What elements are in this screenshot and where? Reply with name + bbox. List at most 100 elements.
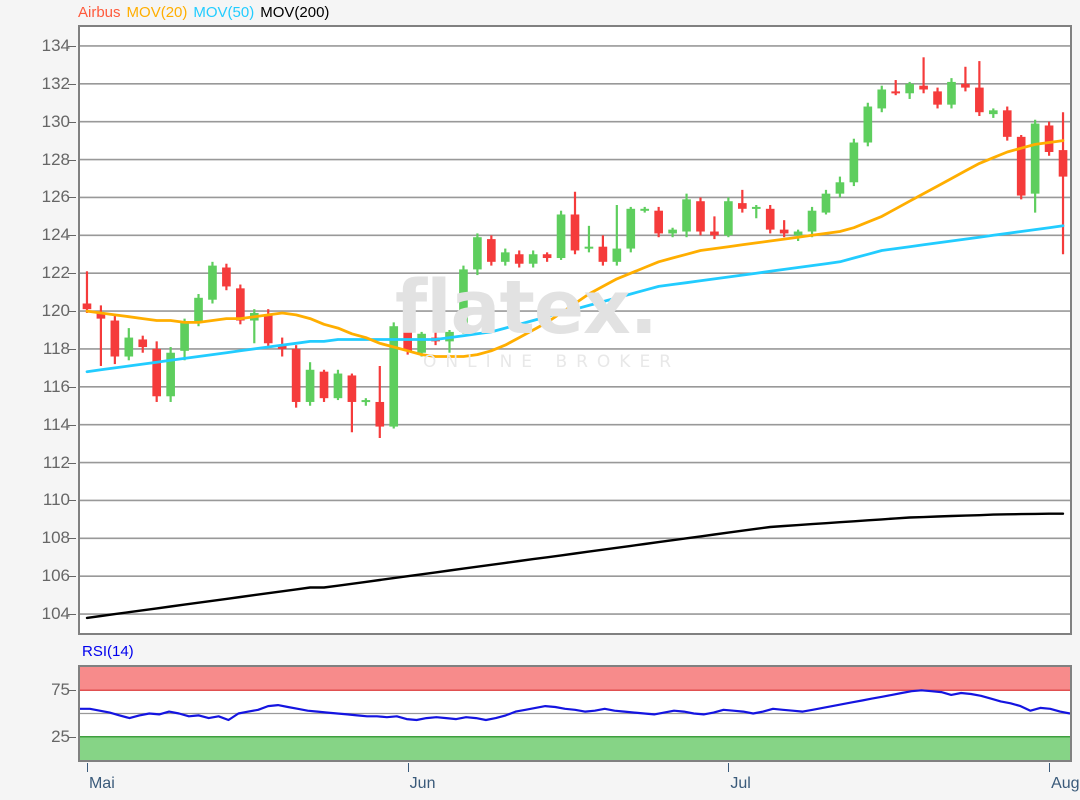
candlestick[interactable]	[1002, 106, 1012, 141]
candlestick[interactable]	[863, 102, 873, 147]
candlestick[interactable]	[96, 305, 106, 366]
candlestick[interactable]	[919, 57, 928, 94]
candlestick[interactable]	[933, 87, 942, 109]
candlestick[interactable]	[431, 328, 440, 346]
candlestick[interactable]	[1058, 112, 1068, 255]
candlestick[interactable]	[947, 78, 956, 109]
candlestick[interactable]	[459, 265, 468, 334]
candlestick[interactable]	[542, 252, 552, 262]
candlestick[interactable]	[1016, 134, 1026, 200]
price-y-tick-label: 124	[41, 225, 70, 245]
price-chart-panel[interactable]	[78, 25, 1072, 635]
candlestick[interactable]	[835, 176, 845, 198]
candlestick[interactable]	[417, 331, 426, 357]
candlestick[interactable]	[877, 85, 887, 113]
candlestick[interactable]	[988, 108, 998, 118]
candlestick[interactable]	[333, 369, 343, 401]
price-y-tick-mark	[68, 311, 76, 313]
candlestick[interactable]	[249, 309, 259, 344]
candlestick[interactable]	[668, 227, 677, 238]
legend-symbol[interactable]: Airbus	[78, 3, 121, 21]
candle-body	[710, 231, 719, 236]
candlestick[interactable]	[849, 138, 859, 187]
candlestick[interactable]	[640, 206, 650, 213]
candlestick[interactable]	[765, 205, 775, 234]
candle-body	[905, 83, 914, 94]
candlestick[interactable]	[696, 197, 705, 236]
rsi-y-tick-label: 25	[51, 726, 70, 746]
price-y-tick-label: 120	[41, 301, 70, 321]
candlestick[interactable]	[598, 235, 608, 266]
candlestick[interactable]	[82, 271, 92, 313]
candle-body	[947, 81, 956, 105]
candlestick[interactable]	[180, 318, 189, 361]
candlestick[interactable]	[403, 312, 412, 355]
candlestick[interactable]	[821, 189, 831, 215]
candlestick[interactable]	[738, 189, 747, 213]
candlestick[interactable]	[807, 206, 817, 238]
candlestick[interactable]	[570, 191, 580, 255]
candlestick[interactable]	[682, 193, 691, 238]
price-y-tick-label: 128	[41, 149, 70, 169]
candle-body	[110, 320, 120, 357]
candle-body	[933, 91, 942, 105]
candlestick[interactable]	[612, 205, 622, 266]
price-y-tick-label: 114	[42, 414, 70, 434]
x-tick-label: Jul	[730, 775, 751, 792]
candlestick[interactable]	[891, 80, 901, 96]
rsi-indicator-label[interactable]: RSI(14)	[82, 643, 134, 660]
candle-body	[640, 208, 650, 211]
candlestick[interactable]	[361, 398, 371, 406]
candlestick[interactable]	[473, 233, 482, 276]
candlestick[interactable]	[975, 61, 984, 117]
candlestick[interactable]	[1044, 121, 1054, 156]
candlestick[interactable]	[654, 206, 663, 238]
candle-body	[305, 369, 315, 402]
candlestick[interactable]	[319, 369, 329, 402]
candlestick[interactable]	[152, 341, 162, 402]
legend-mov50[interactable]: MOV(50)	[193, 3, 255, 21]
rsi-y-tick-mark	[68, 690, 76, 692]
candlestick[interactable]	[110, 314, 120, 365]
candlestick[interactable]	[347, 373, 357, 433]
candlestick[interactable]	[793, 229, 803, 241]
candlestick[interactable]	[291, 345, 301, 408]
candle-body	[821, 193, 831, 213]
candle-body	[1058, 150, 1068, 177]
candlestick[interactable]	[514, 250, 524, 268]
legend-mov200[interactable]: MOV(200)	[260, 3, 330, 21]
price-y-tick-label: 110	[42, 490, 70, 510]
candlestick[interactable]	[961, 66, 970, 92]
candlestick[interactable]	[166, 347, 175, 402]
candle-body	[654, 210, 663, 234]
candlestick[interactable]	[375, 365, 385, 438]
candlestick[interactable]	[1030, 119, 1040, 213]
candle-body	[389, 326, 399, 427]
candlestick[interactable]	[584, 225, 594, 253]
candlestick[interactable]	[724, 197, 733, 238]
candlestick[interactable]	[556, 210, 566, 260]
candle-body	[375, 401, 385, 427]
rsi-chart-panel[interactable]	[78, 665, 1072, 762]
candlestick[interactable]	[305, 362, 315, 406]
candlestick[interactable]	[208, 261, 217, 304]
candlestick[interactable]	[194, 294, 203, 327]
candlestick[interactable]	[626, 206, 636, 253]
candlestick[interactable]	[751, 205, 761, 219]
candlestick[interactable]	[138, 335, 148, 353]
candlestick[interactable]	[779, 220, 789, 238]
candlestick[interactable]	[487, 235, 496, 266]
candle-body	[152, 348, 162, 397]
price-y-tick-mark	[68, 500, 76, 502]
candlestick[interactable]	[124, 328, 134, 361]
candlestick[interactable]	[528, 250, 538, 268]
legend-mov20[interactable]: MOV(20)	[126, 3, 188, 21]
candlestick[interactable]	[500, 248, 510, 266]
candle-body	[807, 210, 817, 232]
candle-body	[236, 288, 245, 321]
candlestick[interactable]	[222, 263, 231, 291]
candlestick[interactable]	[710, 216, 719, 240]
candlestick[interactable]	[277, 337, 287, 357]
candlestick[interactable]	[905, 81, 914, 99]
price-y-tick-mark	[68, 197, 76, 199]
